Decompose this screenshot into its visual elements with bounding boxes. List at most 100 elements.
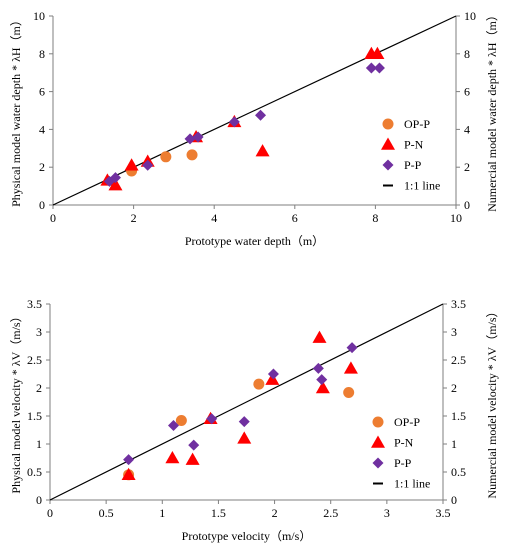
data-point-p-n <box>255 144 270 157</box>
chart-panel-2: 0 0.5 1 1.5 2 2.5 3 3.50 00.5 0.51 11.5 1.52 22.5 2.5… <box>9 297 499 543</box>
y-tick-label-right: 2 <box>451 381 457 395</box>
data-point-p-p <box>316 374 328 386</box>
x-tick-label: 10 <box>450 211 462 225</box>
one-to-one-line <box>52 15 457 206</box>
y-tick-label-right: 1.5 <box>451 409 466 423</box>
x-tick-label: 0 <box>47 506 53 520</box>
x-tick-label: 2.5 <box>323 506 338 520</box>
data-point-p-p <box>188 439 200 451</box>
data-point-p-n <box>312 330 327 343</box>
data-point-p-p <box>123 454 135 466</box>
legend: OP-P P-N P-P 1:1 line <box>381 117 440 193</box>
y-tick-label-right: 1 <box>451 437 457 451</box>
data-point-p-p <box>228 116 240 128</box>
data-point-p-n <box>165 451 180 464</box>
data-point-p-p <box>373 62 385 74</box>
data-point-p-p <box>365 62 377 74</box>
data-point-p-n <box>237 431 252 444</box>
y-tick-label-left: 3 <box>36 325 42 339</box>
legend-label: 1:1 line <box>404 179 440 193</box>
x-tick-label: 8 <box>372 211 378 225</box>
data-point-p-p <box>184 133 196 145</box>
legend-label: OP-P <box>404 117 430 131</box>
y-tick-label-left: 4 <box>39 122 45 136</box>
x-tick-label: 3.5 <box>436 506 451 520</box>
legend-label: P-P <box>394 456 412 470</box>
x-axis-title: Prototype velocity（m/s） <box>182 529 312 543</box>
y-tick-label-right: 0 <box>464 198 470 212</box>
data-point-op-p <box>186 149 198 161</box>
x-tick-label: 3 <box>384 506 390 520</box>
y-axis-title-left: Physical model water depth * λH（m） <box>9 14 23 207</box>
data-point-p-n <box>370 46 385 60</box>
y-tick-label-right: 0 <box>451 493 457 507</box>
data-point-op-p <box>160 151 172 163</box>
legend-label: 1:1 line <box>394 477 430 491</box>
x-tick-label: 1.5 <box>211 506 226 520</box>
data-point-p-n <box>108 178 123 191</box>
y-tick-label-right: 2.5 <box>451 353 466 367</box>
y-tick-label-right: 0.5 <box>451 465 466 479</box>
y-tick-label-left: 2.5 <box>27 353 42 367</box>
data-point-p-n <box>121 467 136 481</box>
data-point-p-p <box>206 413 218 425</box>
data-point-p-p <box>346 342 358 354</box>
legend-label: P-P <box>404 158 422 172</box>
data-point-p-p <box>192 131 204 143</box>
y-tick-label-right: 4 <box>464 122 470 136</box>
legend-label: P-N <box>404 138 424 152</box>
y-tick-label-left: 0.5 <box>27 465 42 479</box>
y-tick-label-left: 1 <box>36 437 42 451</box>
y-tick-label-right: 2 <box>464 160 470 174</box>
y-tick-label-left: 6 <box>39 85 45 99</box>
data-point-p-p <box>168 420 180 432</box>
data-point-p-n <box>315 381 330 394</box>
y-tick-label-left: 0 <box>39 198 45 212</box>
y-tick-label-right: 3.5 <box>451 297 466 311</box>
y-tick-label-left: 1.5 <box>27 409 42 423</box>
data-point-p-p <box>267 368 279 380</box>
x-tick-label: 1 <box>159 506 165 520</box>
data-point-p-p <box>255 109 267 121</box>
data-point-op-p <box>343 386 355 398</box>
y-tick-label-left: 8 <box>39 47 45 61</box>
y-tick-label-left: 3.5 <box>27 297 42 311</box>
data-point-p-p <box>142 159 154 171</box>
x-tick-label: 6 <box>292 211 298 225</box>
legend-marker-op-p <box>382 118 394 130</box>
data-point-p-p <box>312 362 324 374</box>
y-tick-label-left: 2 <box>39 160 45 174</box>
one-to-one-line <box>49 303 444 501</box>
data-point-p-n <box>124 158 139 171</box>
legend-label: OP-P <box>394 415 420 429</box>
data-point-op-p <box>175 414 187 426</box>
legend-marker-p-n <box>371 435 385 448</box>
x-tick-label: 0.5 <box>99 506 114 520</box>
x-tick-label: 2 <box>131 211 137 225</box>
x-tick-label: 2 <box>272 506 278 520</box>
legend: OP-P P-N P-P 1:1 line <box>371 415 430 491</box>
legend-marker-op-p <box>372 416 384 428</box>
data-point-p-n <box>343 361 358 374</box>
legend-marker-p-p <box>382 159 394 171</box>
legend-marker-p-n <box>381 137 395 150</box>
data-point-p-n <box>185 452 200 465</box>
data-point-op-p <box>253 378 265 390</box>
y-axis-title-right: Numercial model water depth * λH（m） <box>485 9 499 212</box>
data-point-p-n <box>265 372 280 385</box>
y-tick-label-right: 6 <box>464 85 470 99</box>
data-point-p-p <box>109 172 121 184</box>
y-tick-label-right: 8 <box>464 47 470 61</box>
x-axis-title: Prototype water depth（m） <box>185 234 324 248</box>
x-tick-label: 0 <box>50 211 56 225</box>
y-tick-label-right: 10 <box>464 9 476 23</box>
y-axis-title-left: Physical model velocity * λV（m/s） <box>9 310 23 493</box>
legend-label: P-N <box>394 436 414 450</box>
x-tick-label: 4 <box>211 211 217 225</box>
data-point-p-p <box>238 416 250 428</box>
y-axis-title-right: Numercial model velocity * λV（m/s） <box>485 305 499 498</box>
y-tick-label-left: 10 <box>33 9 45 23</box>
y-tick-label-right: 3 <box>451 325 457 339</box>
